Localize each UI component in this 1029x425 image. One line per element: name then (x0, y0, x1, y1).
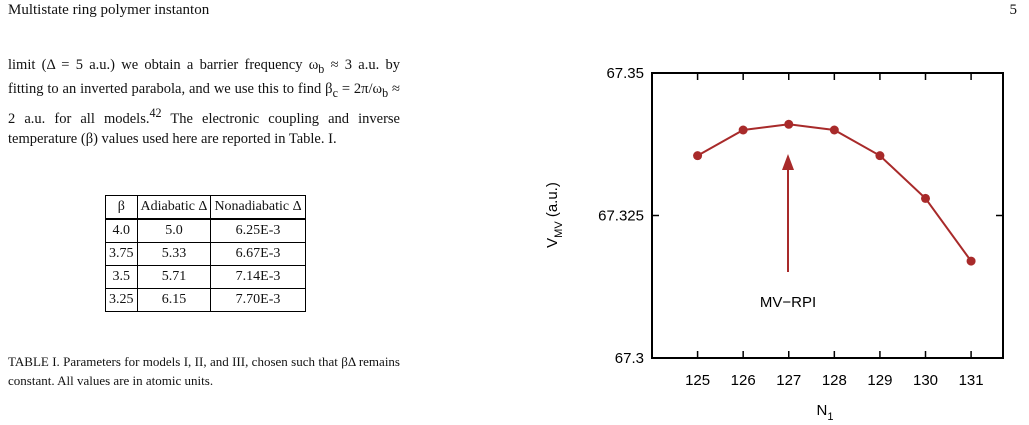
table-row: 3.25 6.15 7.70E-3 (105, 288, 306, 312)
table-caption: TABLE I. Parameters for models I, II, an… (8, 354, 400, 388)
cell: 6.15 (136, 288, 212, 312)
text: b (382, 85, 389, 100)
citation: 42 (149, 105, 162, 120)
running-title: Multistate ring polymer instanton (8, 2, 210, 18)
paragraph: limit (Δ = 5 a.u.) we obtain a barrier f… (8, 55, 400, 149)
x-tick-label: 126 (731, 372, 756, 389)
plot-frame (651, 72, 1004, 359)
y-tick-label: 67.325 (598, 208, 644, 225)
point (738, 125, 748, 135)
text: N (817, 402, 828, 419)
text: The electronic coupling and inverse temp… (8, 110, 400, 147)
y-axis-label: VMV (a.u.) (544, 182, 565, 248)
page-number: 5 (1009, 2, 1018, 18)
x-tick-label: 130 (913, 372, 938, 389)
x-tick-label: 129 (867, 372, 892, 389)
x-tick-label: 128 (822, 372, 847, 389)
point (784, 119, 794, 129)
x-axis-label: N1 (817, 402, 834, 423)
cell: 5.0 (136, 218, 212, 243)
x-tick-label: 131 (959, 372, 984, 389)
text: ≈ 2 a.u. for all models. (8, 80, 400, 127)
table: β Adiabatic Δ Nonadiabatic Δ 4.0 5.0 6.25E-3 3… (105, 195, 306, 312)
cell: 6.25E-3 (210, 218, 306, 243)
point (921, 193, 931, 203)
point (693, 151, 703, 161)
point (829, 125, 839, 135)
text: V (544, 238, 561, 248)
table-row: 3.5 5.71 7.14E-3 (105, 265, 306, 289)
table-row: 4.0 5.0 6.25E-3 (105, 218, 306, 243)
x-tick-label: 125 (685, 372, 710, 389)
text: = 2π/ω (337, 80, 383, 97)
cell: 5.71 (136, 265, 212, 289)
cell: 7.70E-3 (210, 288, 306, 312)
annotation: MV−RPI (760, 294, 816, 311)
text: b (318, 61, 325, 76)
cell: 7.14E-3 (210, 265, 306, 289)
line (697, 123, 972, 262)
header-cell: β (105, 195, 138, 220)
x-tick-label: 127 (776, 372, 801, 389)
cell: 5.33 (136, 242, 212, 266)
cell: 4.0 (105, 218, 138, 243)
point (875, 151, 885, 161)
y-tick-label: 67.35 (606, 65, 644, 82)
cell: 3.25 (105, 288, 138, 312)
text: ≈ 3 a.u. by fitting to an inverted parab… (8, 57, 400, 97)
header-cell: Adiabatic Δ (136, 195, 212, 220)
table-row: β Adiabatic Δ Nonadiabatic Δ (105, 195, 306, 220)
text: limit (Δ = 5 a.u.) we obtain a barrier f… (8, 57, 319, 73)
text: 1 (827, 411, 833, 423)
y-tick-label: 67.3 (615, 350, 644, 367)
text: MV (553, 221, 565, 238)
header-cell: Nonadiabatic Δ (210, 195, 306, 220)
text: c (332, 85, 338, 100)
text: (a.u.) (544, 182, 561, 221)
point (966, 256, 976, 266)
